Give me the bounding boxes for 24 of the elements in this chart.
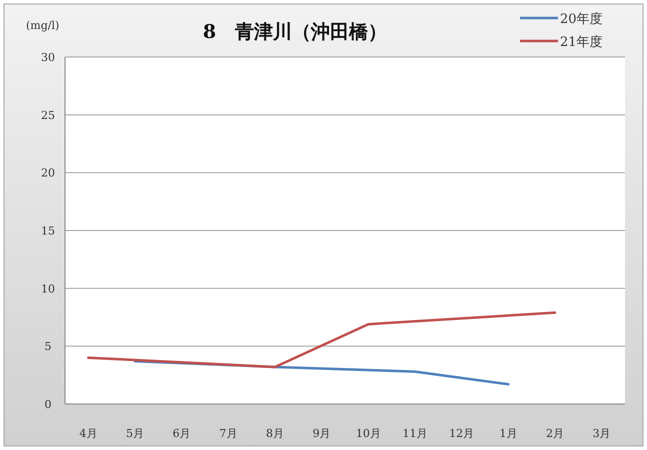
y-tick-label: 30 [41,51,55,64]
x-tick-label: 2月 [546,427,564,440]
y-axis-title: (mg/l) [26,19,60,32]
x-tick-label: 3月 [592,427,611,440]
x-tick-label: 12月 [449,427,474,440]
x-tick-label: 8月 [266,427,284,440]
y-tick-label: 5 [44,340,52,354]
x-tick-label: 9月 [312,427,331,440]
y-tick-label: 10 [41,282,55,296]
x-tick-label: 7月 [219,427,238,440]
y-tick-label: 15 [41,224,55,238]
x-tick-label: 10月 [356,427,381,440]
x-tick-label: 11月 [402,427,428,440]
x-tick-label: 1月 [499,427,518,440]
legend-label: 20年度 [560,11,603,27]
x-tick-label: 5月 [126,427,144,440]
y-tick-label: 0 [44,398,52,411]
chart-title: 8 青津川（沖田橋） [202,21,388,43]
x-tick-label: 4月 [79,427,98,440]
line-series [87,311,556,368]
y-tick-label: 25 [41,108,55,122]
y-tick-label: 20 [41,166,55,180]
x-tick-label: 6月 [172,427,191,440]
legend-label: 21年度 [560,34,603,50]
